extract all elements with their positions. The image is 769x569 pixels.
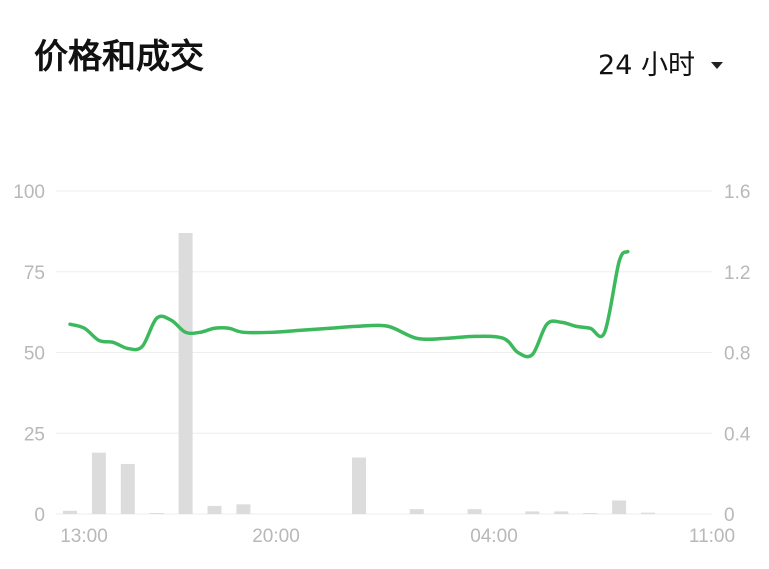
volume-bar	[149, 513, 164, 514]
volume-bar	[207, 505, 222, 514]
right-axis-tick: 1.2	[724, 263, 750, 284]
x-axis-tick: 11:00	[689, 526, 735, 547]
volume-bars	[63, 232, 655, 515]
x-axis-tick: 13:00	[60, 526, 108, 547]
volume-bar	[120, 463, 135, 514]
right-axis-tick: 0	[724, 505, 735, 526]
price-line	[68, 249, 630, 359]
volume-bar	[63, 510, 77, 514]
gridlines	[56, 190, 712, 515]
x-axis-tick: 04:00	[470, 526, 518, 547]
caret-down-icon	[711, 62, 723, 69]
volume-bar	[352, 457, 366, 514]
volume-bar	[583, 513, 598, 514]
time-range-label: 24 小时	[598, 50, 695, 81]
volume-bar	[236, 504, 251, 514]
price-line-group	[68, 249, 630, 359]
left-axis-tick: 25	[24, 424, 45, 445]
volume-bar	[641, 512, 655, 514]
left-axis-tick: 75	[24, 263, 45, 284]
axis-ticks: 0 0 25 0.4 50 0.8 75 1.2 100 1.6 13:00 20:00 04:00 11…	[13, 182, 751, 547]
right-axis-tick: 0.8	[724, 344, 750, 365]
page-title: 价格和成交	[34, 37, 204, 77]
volume-bar	[409, 509, 424, 514]
volume-bar	[178, 232, 193, 515]
volume-bar	[525, 511, 540, 514]
volume-bar	[554, 511, 569, 514]
volume-bar	[612, 500, 627, 514]
x-axis-tick: 20:00	[252, 526, 300, 547]
left-axis-tick: 0	[34, 505, 45, 526]
volume-bar	[91, 452, 106, 514]
volume-bar	[467, 509, 482, 514]
left-axis-tick: 50	[24, 344, 45, 365]
right-axis-tick: 0.4	[724, 424, 751, 445]
right-axis-tick: 1.6	[724, 182, 750, 203]
left-axis-tick: 100	[13, 182, 45, 203]
time-range-dropdown[interactable]: 24 小时	[598, 52, 723, 79]
